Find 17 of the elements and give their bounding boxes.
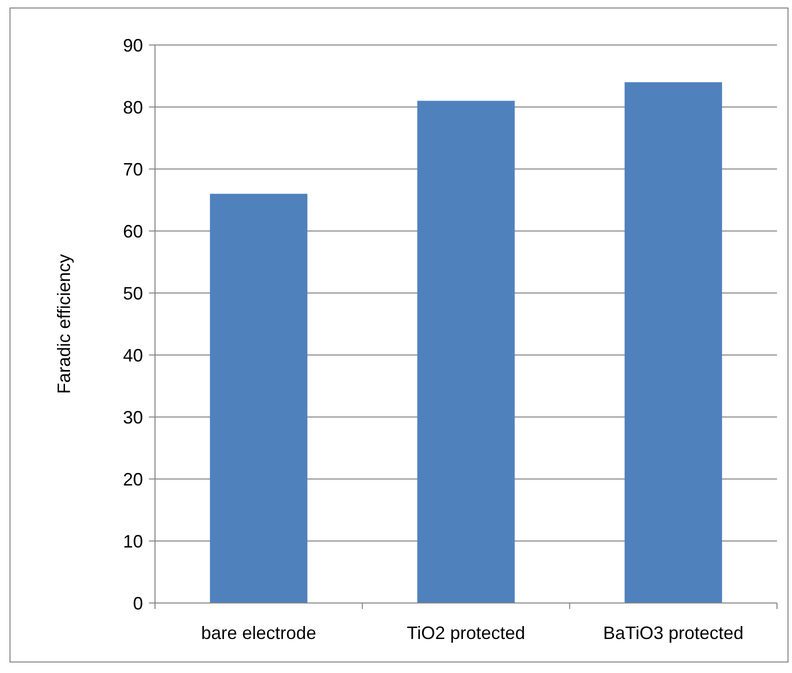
x-tick-label: TiO2 protected [406, 623, 526, 643]
x-tick-label: bare electrode [201, 623, 316, 643]
bar [210, 194, 308, 603]
y-axis-title: Faradic efficiency [54, 254, 74, 394]
bar [624, 82, 722, 603]
bar [417, 100, 515, 603]
y-tick-label: 70 [122, 159, 143, 180]
x-tick-label: BaTiO3 protected [603, 623, 744, 643]
y-tick-label: 30 [122, 407, 143, 428]
y-tick-label: 40 [122, 345, 143, 366]
y-tick-label: 60 [122, 221, 143, 242]
y-tick-label: 90 [122, 35, 143, 56]
y-tick-label: 20 [122, 469, 143, 490]
y-tick-label: 0 [132, 593, 143, 614]
y-tick-label: 50 [122, 283, 143, 304]
y-tick-label: 10 [122, 531, 143, 552]
y-tick-label: 80 [122, 97, 143, 118]
